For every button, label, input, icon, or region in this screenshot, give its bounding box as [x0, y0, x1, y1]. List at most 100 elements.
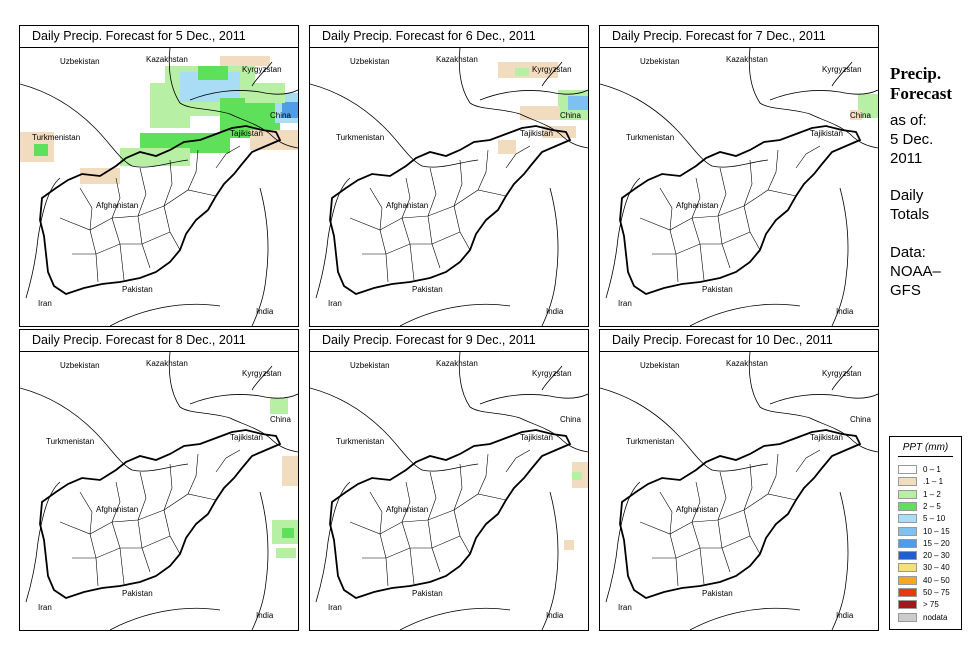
label-india: India: [256, 611, 274, 620]
label-kyrgyzstan: Kyrgyzstan: [822, 369, 862, 378]
label-kazakhstan: Kazakhstan: [726, 55, 768, 64]
label-china: China: [270, 415, 291, 424]
legend-item: 15 – 20: [898, 538, 958, 549]
data-source-line2: GFS: [890, 282, 921, 299]
sidebar-title-line2: Forecast: [890, 84, 952, 103]
legend-item: > 75: [898, 600, 958, 610]
label-iran: Iran: [328, 603, 342, 612]
panel-title: Daily Precip. Forecast for 6 Dec., 2011: [310, 26, 588, 48]
legend-item: 30 – 40: [898, 563, 958, 573]
label-tajikistan: Tajikistan: [520, 433, 553, 442]
precip-map: Uzbekistan Kazakhstan Kyrgyzstan China T…: [600, 48, 878, 326]
legend-label: 20 – 30: [923, 551, 950, 561]
legend-item: 5 – 10: [898, 514, 958, 524]
label-uzbekistan: Uzbekistan: [640, 57, 680, 66]
label-turkmenistan: Turkmenistan: [336, 133, 384, 142]
label-afghanistan: Afghanistan: [96, 505, 138, 514]
label-afghanistan: Afghanistan: [386, 201, 428, 210]
label-iran: Iran: [38, 299, 52, 308]
legend-label: nodata: [923, 612, 948, 622]
label-pakistan: Pakistan: [122, 589, 153, 598]
sidebar-title-line1: Precip.: [890, 64, 942, 83]
label-kyrgyzstan: Kyrgyzstan: [242, 65, 282, 74]
forecast-panel-day1: Daily Precip. Forecast for 5 Dec., 2011: [19, 25, 299, 327]
legend-item: 20 – 30: [898, 551, 958, 561]
legend-item: 40 – 50: [898, 575, 958, 586]
label-kyrgyzstan: Kyrgyzstan: [242, 369, 282, 378]
precip-map: Uzbekistan Kazakhstan Kyrgyzstan China T…: [310, 352, 588, 630]
data-label: Data:: [890, 244, 926, 261]
label-uzbekistan: Uzbekistan: [640, 361, 680, 370]
panel-title: Daily Precip. Forecast for 7 Dec., 2011: [600, 26, 878, 48]
legend-label: 0 – 1: [923, 465, 941, 474]
legend-item: 1 – 2: [898, 489, 958, 500]
label-pakistan: Pakistan: [122, 285, 153, 294]
legend-swatch: [898, 538, 917, 548]
daily-line2: Totals: [890, 206, 930, 223]
label-uzbekistan: Uzbekistan: [350, 361, 390, 370]
daily-line1: Daily: [890, 187, 924, 204]
legend-swatch: [898, 501, 917, 511]
label-uzbekistan: Uzbekistan: [350, 57, 390, 66]
precip-map: Uzbekistan Kazakhstan Kyrgyzstan China T…: [310, 48, 588, 326]
label-pakistan: Pakistan: [412, 589, 443, 598]
asof-year: 2011: [890, 150, 923, 167]
legend-label: 2 – 5: [923, 501, 941, 511]
legend-label: .1 – 1: [923, 477, 944, 487]
precip-overlay: [850, 94, 878, 120]
legend-label: 10 – 15: [923, 526, 950, 536]
label-india: India: [836, 611, 854, 620]
label-tajikistan: Tajikistan: [810, 129, 843, 138]
label-india: India: [546, 611, 564, 620]
label-india: India: [256, 307, 274, 316]
legend-item: 2 – 5: [898, 501, 958, 512]
label-kazakhstan: Kazakhstan: [436, 55, 478, 64]
precip-overlay: [20, 56, 298, 184]
legend-label: 15 – 20: [923, 538, 950, 548]
sidebar-title: Precip. Forecast: [890, 64, 952, 104]
panel-title: Daily Precip. Forecast for 8 Dec., 2011: [20, 330, 298, 352]
forecast-panel-day2: Daily Precip. Forecast for 6 Dec., 2011 …: [309, 25, 589, 327]
label-kazakhstan: Kazakhstan: [146, 359, 188, 368]
label-india: India: [546, 307, 564, 316]
label-kazakhstan: Kazakhstan: [436, 359, 478, 368]
legend-label: > 75: [923, 600, 939, 610]
legend-swatch: [898, 575, 917, 585]
panel-title: Daily Precip. Forecast for 9 Dec., 2011: [310, 330, 588, 352]
forecast-panel-day6: Daily Precip. Forecast for 10 Dec., 2011…: [599, 329, 879, 631]
legend-swatch: [898, 526, 917, 536]
legend-title: PPT (mm): [898, 442, 953, 457]
legend-label: 5 – 10: [923, 514, 946, 524]
legend-item: 10 – 15: [898, 526, 958, 537]
forecast-panel-day3: Daily Precip. Forecast for 7 Dec., 2011 …: [599, 25, 879, 327]
data-source-line1: NOAA–: [890, 263, 941, 280]
legend-label: 1 – 2: [923, 489, 941, 499]
legend-item: nodata: [898, 612, 958, 623]
legend-item: 50 – 75: [898, 588, 958, 598]
panel-title: Daily Precip. Forecast for 10 Dec., 2011: [600, 330, 878, 352]
legend-swatch: [898, 551, 917, 561]
label-afghanistan: Afghanistan: [676, 201, 718, 210]
sidebar-daily-totals: Daily Totals: [890, 186, 929, 224]
label-china: China: [560, 415, 581, 424]
label-turkmenistan: Turkmenistan: [32, 133, 80, 142]
label-kyrgyzstan: Kyrgyzstan: [822, 65, 862, 74]
legend-swatch: [898, 465, 917, 474]
label-iran: Iran: [328, 299, 342, 308]
label-china: China: [270, 111, 291, 120]
label-tajikistan: Tajikistan: [230, 433, 263, 442]
label-iran: Iran: [618, 603, 632, 612]
sidebar-data-source: Data: NOAA– GFS: [890, 243, 941, 300]
legend-swatch: [898, 563, 917, 573]
legend-swatch: [898, 514, 917, 524]
precip-map: Uzbekistan Kazakhstan Kyrgyzstan China T…: [600, 352, 878, 630]
label-iran: Iran: [618, 299, 632, 308]
panel-title: Daily Precip. Forecast for 5 Dec., 2011: [20, 26, 298, 48]
label-turkmenistan: Turkmenistan: [626, 437, 674, 446]
legend-swatch: [898, 600, 917, 610]
forecast-panel-day5: Daily Precip. Forecast for 9 Dec., 2011 …: [309, 329, 589, 631]
sidebar-asof: as of: 5 Dec. 2011: [890, 111, 933, 168]
legend-label: 30 – 40: [923, 563, 950, 573]
forecast-panel-day4: Daily Precip. Forecast for 8 Dec., 2011 …: [19, 329, 299, 631]
legend-item: 0 – 1: [898, 465, 958, 475]
